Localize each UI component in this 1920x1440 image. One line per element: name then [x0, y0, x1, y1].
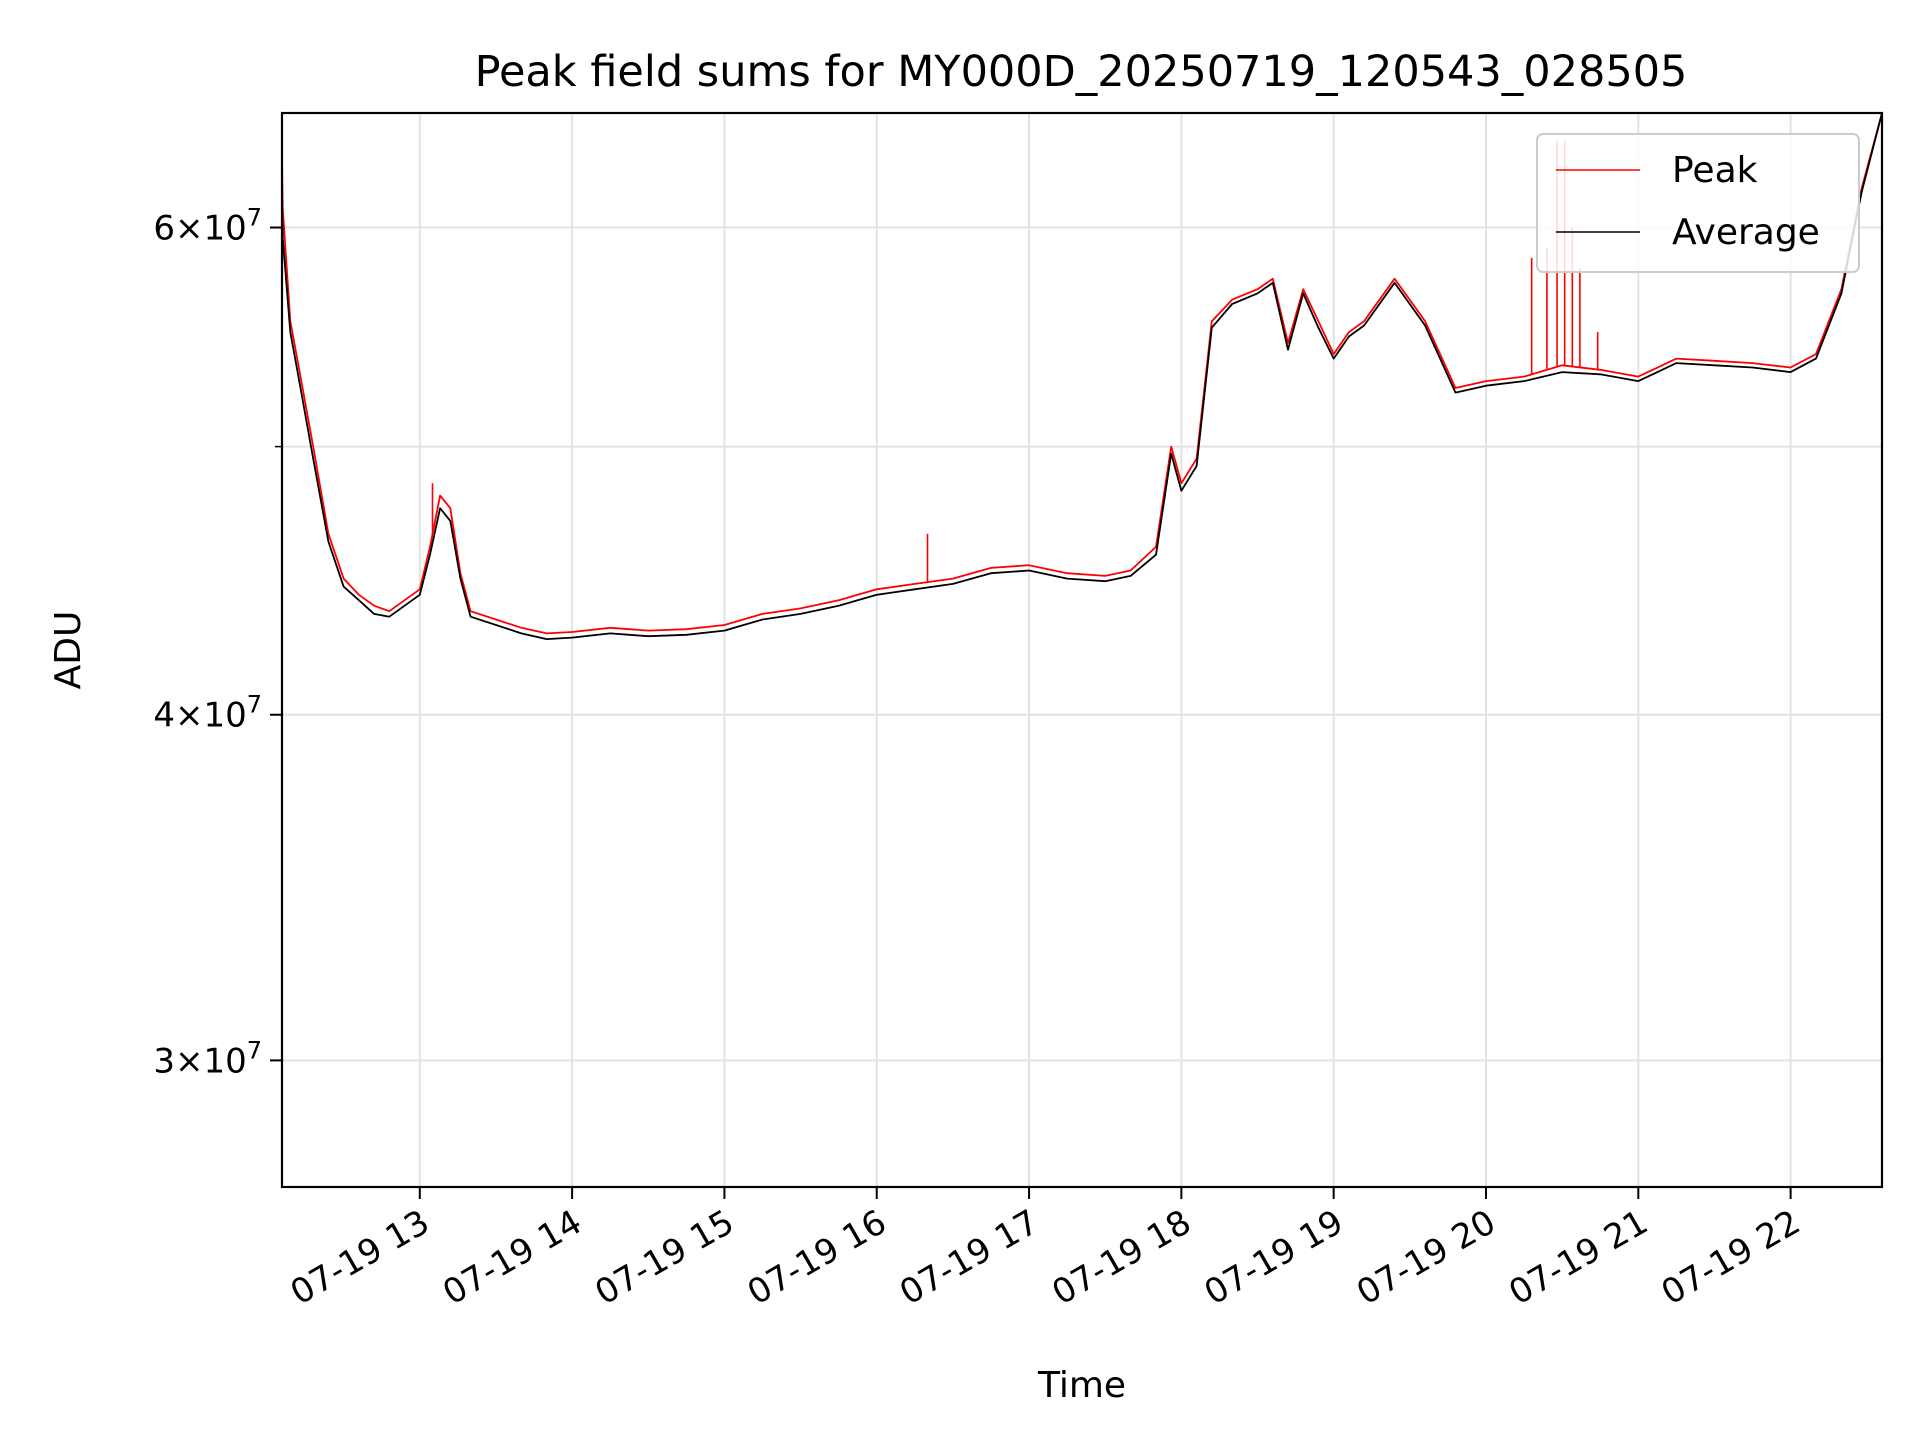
y-axis: 3×107 4×107 6×107	[153, 204, 282, 1081]
series-line-peak	[282, 113, 1882, 635]
grid	[282, 113, 1882, 1187]
y-tick-label: 3×107	[153, 1036, 262, 1081]
legend-box	[1536, 133, 1860, 273]
series-line-average	[282, 113, 1882, 640]
y-tick-label: 6×107	[153, 204, 262, 249]
legend-label-peak: Peak	[1672, 150, 1758, 191]
x-axis-label: Time	[1037, 1365, 1126, 1406]
plot-frame	[280, 111, 1884, 1189]
y-tick-label: 4×107	[153, 691, 262, 736]
legend: Peak Average	[1536, 133, 1860, 273]
legend-label-average: Average	[1672, 212, 1820, 253]
y-axis-label: ADU	[48, 611, 89, 690]
chart-title: Peak field sums for MY000D_20250719_1205…	[475, 47, 1688, 97]
